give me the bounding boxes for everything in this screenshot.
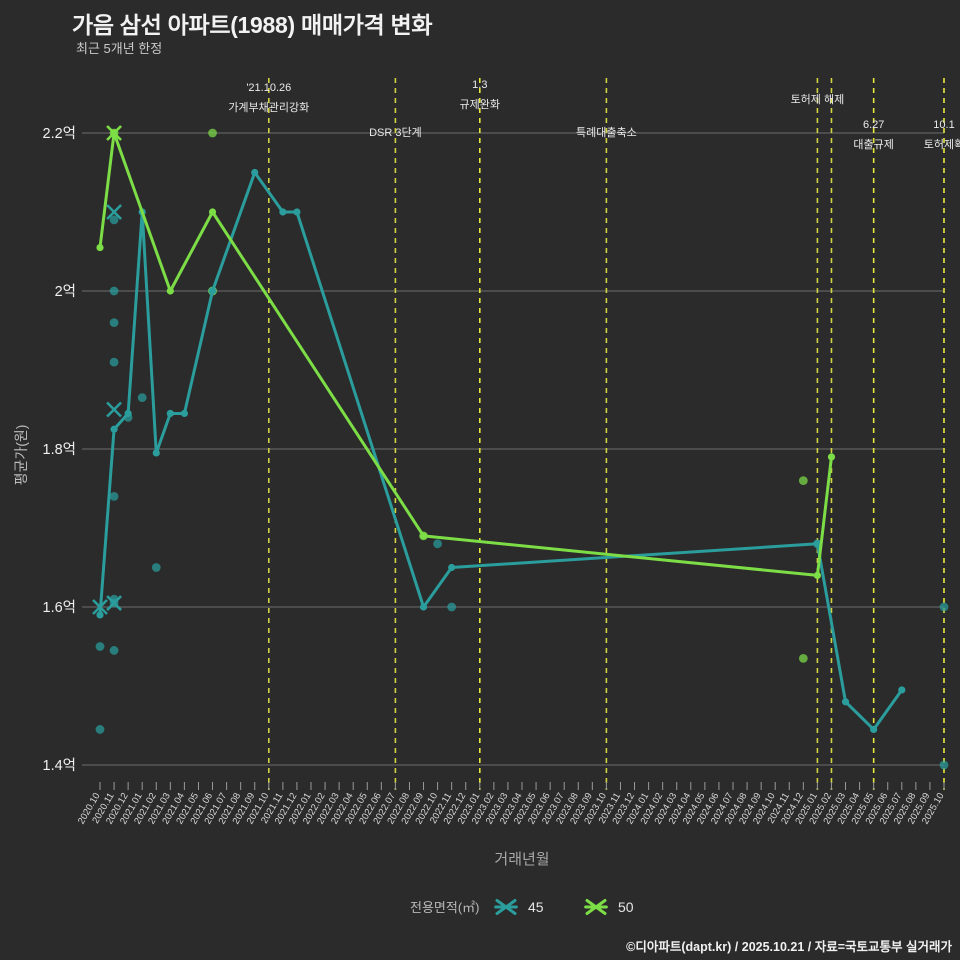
x-cross-marker-icon bbox=[106, 401, 122, 418]
x-cross-marker-icon bbox=[106, 204, 122, 220]
event-label-bottom: 대출규제 bbox=[853, 138, 893, 151]
x-axis-ticks-group: 2020.102020.112020.122021.012021.022021.… bbox=[76, 782, 947, 826]
scatter-point bbox=[109, 646, 119, 655]
legend-label: 45 bbox=[528, 899, 544, 915]
series-point-50 bbox=[827, 453, 836, 461]
axis-titles-group: 평균가(원) 거래년월 bbox=[13, 425, 550, 868]
scatter-point bbox=[95, 725, 105, 734]
x-cross-marker-icon bbox=[584, 899, 608, 915]
series-line-50 bbox=[98, 131, 833, 577]
scatter-point bbox=[109, 215, 119, 225]
legend-group: 전용면적(㎡) 45 50 bbox=[410, 899, 634, 915]
series-point-50 bbox=[96, 243, 104, 252]
event-label-bottom: 가계부채관리강화 bbox=[228, 101, 309, 114]
chart-subtitle: 최근 5개년 한정 bbox=[76, 41, 163, 56]
event-label-top: 1.3 bbox=[472, 79, 487, 91]
scatter-point bbox=[95, 642, 105, 651]
x-cross-marker-icon bbox=[106, 125, 122, 141]
event-lines-group bbox=[267, 78, 945, 790]
event-label-bottom: 특례대출축소 bbox=[576, 126, 637, 139]
legend-title: 전용면적(㎡) bbox=[410, 900, 480, 915]
y-axis-tick-label: 2억 bbox=[55, 283, 76, 300]
scatter-point bbox=[109, 286, 119, 296]
series-point-45 bbox=[110, 425, 118, 433]
series-point-50 bbox=[208, 208, 217, 216]
scatter-point bbox=[109, 357, 119, 367]
series-point-45 bbox=[293, 208, 301, 216]
scatter-point bbox=[939, 760, 949, 770]
y-axis-title: 평균가(원) bbox=[13, 425, 29, 486]
x-cross-marker-icon bbox=[106, 595, 122, 611]
x-cross-marker-icon bbox=[494, 899, 518, 915]
page-title: 가음 삼선 아파트(1988) 매매가격 변화 bbox=[72, 12, 433, 38]
scatter-point bbox=[109, 492, 119, 501]
series-point-45 bbox=[124, 409, 132, 418]
y-axis-tick-label: 2.2억 bbox=[43, 125, 77, 142]
series-line-45 bbox=[98, 171, 904, 731]
x-axis-title: 거래년월 bbox=[494, 851, 549, 868]
series-point-45 bbox=[448, 563, 456, 572]
series-point-45 bbox=[251, 168, 259, 177]
y-axis-tick-label: 1.4억 bbox=[43, 757, 77, 774]
event-label-top: 토허제 해제 bbox=[791, 92, 845, 106]
scatter-point bbox=[109, 318, 119, 327]
event-label-top: '21.10.26 bbox=[246, 82, 291, 94]
event-label-bottom: 규제완화 bbox=[460, 98, 500, 111]
scatter-point bbox=[433, 539, 442, 549]
series-point-45 bbox=[152, 449, 160, 457]
series-lines-group bbox=[92, 125, 906, 734]
scatter-point bbox=[151, 563, 161, 572]
series-point-45 bbox=[166, 409, 174, 418]
series-point-45 bbox=[96, 611, 104, 619]
event-label-top: 6.27 bbox=[863, 119, 884, 131]
legend-item-50[interactable]: 50 bbox=[584, 899, 634, 915]
scatter-point bbox=[447, 602, 457, 612]
scatter-point bbox=[798, 476, 808, 485]
event-label-bottom: DSR 3단계 bbox=[369, 126, 422, 139]
series-point-45 bbox=[870, 725, 878, 734]
series-point-45 bbox=[898, 686, 906, 694]
scatter-point bbox=[939, 602, 949, 612]
scatter-point bbox=[137, 393, 147, 403]
series-point-50 bbox=[419, 532, 428, 540]
series-point-50 bbox=[813, 571, 822, 580]
footer-credit: ©디아파트(dapt.kr) / 2025.10.21 / 자료=국토교통부 실… bbox=[626, 940, 952, 954]
x-cross-marker-icon bbox=[92, 599, 108, 615]
scatter-point bbox=[208, 128, 217, 138]
scatter-point bbox=[798, 653, 808, 663]
series-point-45 bbox=[279, 208, 287, 216]
y-axis-ticks-group: 1.4억 1.6억 1.8억 2억 2.2억 bbox=[43, 125, 77, 774]
gridlines-group bbox=[82, 132, 944, 766]
event-label-top: 10.1 bbox=[933, 119, 954, 131]
series-point-50 bbox=[166, 287, 174, 295]
series-point-45 bbox=[180, 409, 188, 418]
legend-label: 50 bbox=[618, 899, 634, 915]
series-point-45 bbox=[841, 698, 850, 706]
series-point-45 bbox=[813, 540, 822, 548]
event-label-bottom: 토허제확 bbox=[924, 138, 960, 151]
y-axis-tick-label: 1.8억 bbox=[43, 441, 77, 458]
series-point-45 bbox=[208, 287, 217, 295]
series-point-45 bbox=[419, 603, 428, 611]
y-axis-tick-label: 1.6억 bbox=[43, 599, 77, 616]
legend-item-45[interactable]: 45 bbox=[494, 899, 544, 915]
